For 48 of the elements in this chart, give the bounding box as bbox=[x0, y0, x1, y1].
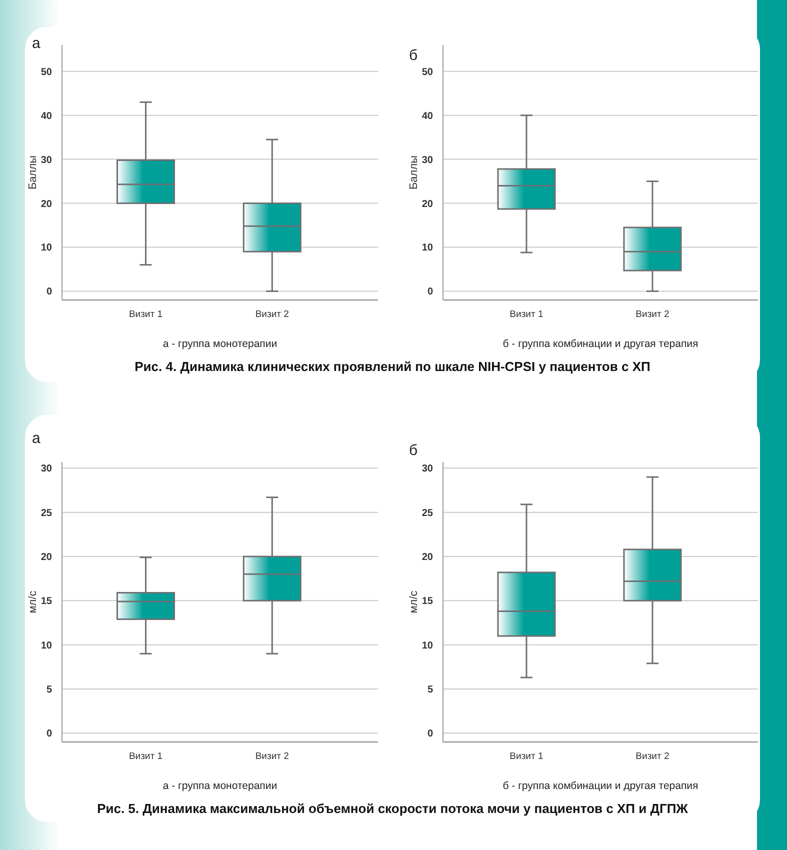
x-tick-label: Визит 1 bbox=[128, 309, 163, 320]
x-tick-label: Визит 1 bbox=[510, 309, 544, 320]
text: б - группа комбинации и другая терапия bbox=[502, 338, 698, 350]
y-tick-label: 15 bbox=[40, 596, 52, 608]
x-tick-label: Визит 2 bbox=[255, 751, 289, 762]
y-tick-label: 0 bbox=[427, 728, 434, 740]
y-axis-title: Баллы bbox=[27, 155, 39, 190]
chart-title: б bbox=[409, 47, 418, 64]
y-tick-label: 10 bbox=[422, 242, 434, 254]
y-tick-label: 30 bbox=[40, 464, 52, 475]
y-tick-label: 15 bbox=[422, 596, 434, 608]
y-tick-label: 50 bbox=[40, 66, 52, 78]
y-tick-label: 10 bbox=[40, 640, 52, 652]
chart-title: а bbox=[32, 430, 41, 447]
x-tick-label: Визит 2 bbox=[636, 751, 670, 762]
y-tick-label: 10 bbox=[422, 640, 434, 652]
y-tick-label: 25 bbox=[422, 508, 434, 519]
y-tick-label: 30 bbox=[422, 464, 434, 475]
chart-title: б bbox=[409, 442, 418, 459]
y-tick-label: 50 bbox=[422, 66, 434, 78]
y-tick-label: 5 bbox=[427, 684, 434, 696]
y-tick-label: 0 bbox=[46, 728, 52, 740]
y-axis-title: Баллы bbox=[408, 155, 420, 190]
text: б - группа комбинации и другая терапия bbox=[502, 780, 698, 792]
y-tick-label: 25 bbox=[40, 508, 52, 519]
y-tick-label: 0 bbox=[46, 286, 52, 298]
y-tick-label: 30 bbox=[40, 154, 52, 166]
x-tick-label: Визит 2 bbox=[636, 309, 670, 320]
x-tick-label: Визит 1 bbox=[510, 751, 544, 762]
text: а - группа монотерапии bbox=[162, 780, 278, 792]
text: Рис. 5. Динамика максимальной объемной скорости потока мочи у пациентов с ХП и ДГПЖ bbox=[97, 801, 688, 816]
y-tick-label: 40 bbox=[40, 110, 52, 122]
y-tick-label: 30 bbox=[422, 154, 434, 166]
x-tick-label: Визит 2 bbox=[255, 309, 289, 320]
y-tick-label: 20 bbox=[422, 198, 434, 210]
y-tick-label: 20 bbox=[40, 552, 52, 564]
y-axis-title: мл/с bbox=[27, 590, 39, 614]
y-tick-label: 20 bbox=[40, 198, 52, 210]
text: Рис. 4. Динамика клинических проявлений по шкале NIH-CPSI у пациентов с ХП bbox=[134, 359, 650, 374]
chart-title: а bbox=[32, 35, 41, 52]
x-tick-label: Визит 1 bbox=[128, 751, 163, 762]
y-tick-label: 5 bbox=[46, 684, 52, 696]
y-axis-title: мл/с bbox=[408, 590, 420, 614]
y-tick-label: 10 bbox=[40, 242, 52, 254]
text: а - группа монотерапии bbox=[162, 338, 278, 350]
y-tick-label: 40 bbox=[422, 110, 434, 122]
y-tick-label: 20 bbox=[422, 552, 434, 564]
y-tick-label: 0 bbox=[427, 286, 434, 298]
